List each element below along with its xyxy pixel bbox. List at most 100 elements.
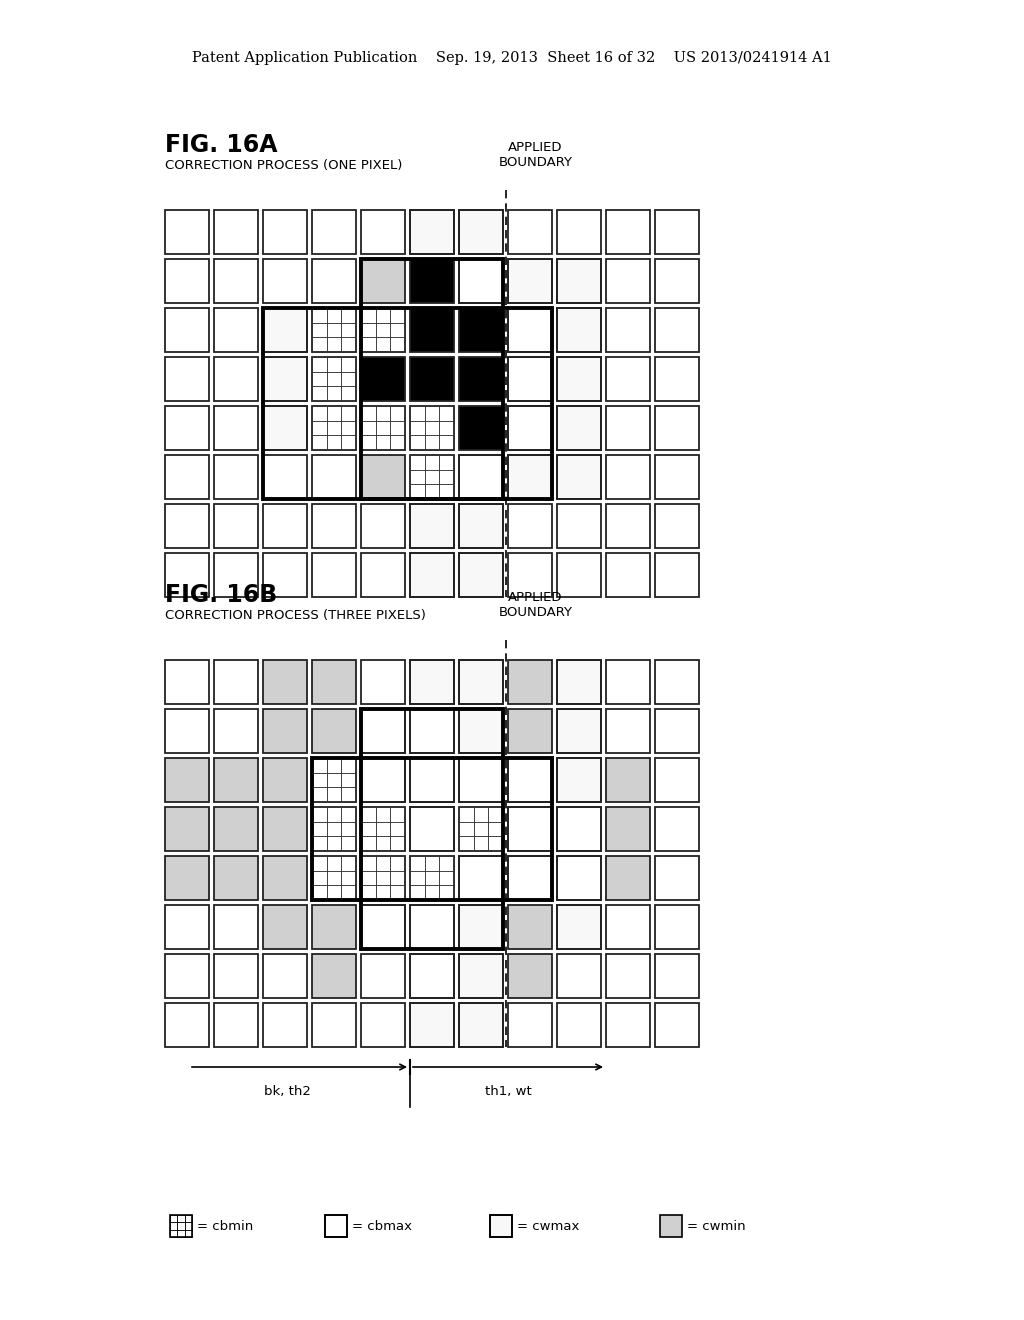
Bar [606, 553, 650, 597]
Bar [557, 709, 601, 752]
Bar [508, 807, 552, 851]
Bar [459, 1003, 503, 1047]
Bar [459, 954, 503, 998]
Text: = cbmax: = cbmax [352, 1220, 412, 1233]
Bar [361, 259, 406, 304]
Bar [557, 855, 601, 900]
Bar [327, 322, 341, 338]
Bar [557, 758, 601, 803]
Bar [327, 372, 341, 387]
Bar [312, 837, 327, 851]
Bar [459, 407, 503, 450]
Bar [439, 855, 454, 871]
Bar [361, 821, 376, 837]
Bar [459, 455, 503, 499]
Bar [557, 954, 601, 998]
Bar [312, 407, 327, 421]
Bar [361, 758, 406, 803]
Bar [557, 660, 601, 704]
Bar [439, 407, 454, 421]
Bar [361, 356, 406, 401]
Bar [312, 1003, 356, 1047]
Bar [390, 421, 406, 436]
Bar [557, 758, 601, 803]
Bar [557, 709, 601, 752]
Bar [508, 758, 552, 803]
Bar [557, 308, 601, 352]
Bar [327, 855, 341, 871]
Text: Patent Application Publication    Sep. 19, 2013  Sheet 16 of 32    US 2013/02419: Patent Application Publication Sep. 19, … [193, 51, 831, 65]
Bar [361, 455, 406, 499]
Bar [214, 954, 258, 998]
Bar [327, 758, 341, 772]
Bar [557, 455, 601, 499]
Bar [459, 709, 503, 752]
Bar [655, 807, 699, 851]
Bar [508, 308, 552, 352]
Bar [508, 407, 552, 450]
Bar [410, 954, 454, 998]
Bar [312, 954, 356, 998]
Bar [376, 837, 390, 851]
Bar [655, 455, 699, 499]
Bar [439, 871, 454, 886]
Bar [410, 1003, 454, 1047]
Bar [410, 758, 454, 803]
Bar [410, 660, 454, 704]
Bar [557, 407, 601, 450]
Bar [557, 758, 601, 803]
Bar [390, 407, 406, 421]
Bar [557, 855, 601, 900]
Bar [327, 821, 341, 837]
Bar [557, 455, 601, 499]
Bar [312, 807, 327, 821]
Bar [606, 709, 650, 752]
Bar [439, 455, 454, 470]
Bar [410, 1003, 454, 1047]
Bar [390, 871, 406, 886]
Text: = cwmax: = cwmax [517, 1220, 580, 1233]
Bar [376, 308, 390, 322]
Bar [390, 855, 406, 871]
Bar [312, 455, 356, 499]
Bar [459, 660, 503, 704]
Bar [508, 407, 552, 450]
Bar [312, 787, 327, 803]
Bar [312, 322, 327, 338]
Bar [327, 772, 341, 787]
Bar [459, 504, 503, 548]
Bar [606, 660, 650, 704]
Bar [459, 855, 503, 900]
Bar [312, 807, 356, 851]
Bar [376, 407, 390, 421]
Bar [327, 871, 341, 886]
Bar [508, 259, 552, 304]
Bar [410, 709, 454, 752]
Bar [655, 308, 699, 352]
Bar [327, 387, 341, 401]
Bar [376, 322, 390, 338]
Bar [361, 421, 376, 436]
Bar [165, 455, 209, 499]
Bar [165, 356, 209, 401]
Bar [263, 308, 307, 352]
Bar [508, 758, 552, 803]
Bar [557, 455, 601, 499]
Bar [165, 210, 209, 253]
Bar [390, 821, 406, 837]
Bar [459, 855, 503, 900]
Bar [459, 821, 474, 837]
Bar [214, 504, 258, 548]
Bar [474, 807, 488, 821]
Bar [263, 308, 307, 352]
Bar [263, 807, 307, 851]
Bar [214, 855, 258, 900]
Bar [214, 807, 258, 851]
Bar [312, 421, 327, 436]
Bar [184, 1222, 193, 1230]
Bar [557, 356, 601, 401]
Bar [606, 1003, 650, 1047]
Bar [312, 886, 327, 900]
Bar [459, 758, 503, 803]
Bar [410, 886, 425, 900]
